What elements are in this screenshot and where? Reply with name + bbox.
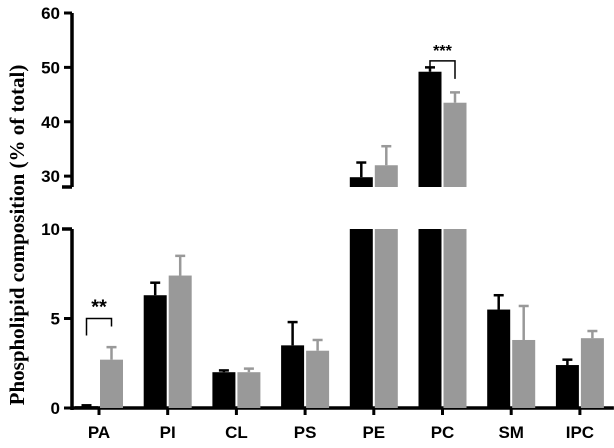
bar xyxy=(143,295,167,408)
y-tick-label: 0 xyxy=(51,399,60,418)
x-tick-label: PC xyxy=(431,423,455,442)
bar xyxy=(555,365,579,408)
y-tick-label: 5 xyxy=(51,310,60,329)
significance-bracket xyxy=(429,60,456,79)
bar xyxy=(512,339,536,408)
bar-upper-segment xyxy=(443,102,467,187)
y-tick-label: 60 xyxy=(41,4,60,23)
x-tick-label: PS xyxy=(294,423,317,442)
bar-upper-segment xyxy=(349,177,373,187)
bar xyxy=(306,350,330,408)
x-tick-label: PA xyxy=(88,423,110,442)
significance-label: ** xyxy=(91,297,107,319)
bar-upper-segment xyxy=(418,71,442,187)
bar xyxy=(487,309,511,408)
bar xyxy=(580,338,604,408)
significance-label: *** xyxy=(433,43,452,60)
y-tick-label: 10 xyxy=(41,220,60,239)
y-axis-label: Phospholipid composition (% of total) xyxy=(5,65,29,406)
bar xyxy=(281,345,305,408)
bar xyxy=(100,359,123,408)
bar xyxy=(237,372,261,408)
bar xyxy=(75,406,98,408)
y-tick-label: 40 xyxy=(41,113,60,132)
x-tick-label: CL xyxy=(225,423,248,442)
bar-lower-segment xyxy=(374,229,398,408)
bar-lower-segment xyxy=(418,229,442,408)
bar xyxy=(212,372,236,408)
x-tick-label: IPC xyxy=(566,423,594,442)
x-tick-label: PE xyxy=(362,423,385,442)
bar-upper-segment xyxy=(374,165,398,187)
significance-bracket xyxy=(85,317,113,336)
bar-lower-segment xyxy=(349,229,373,408)
y-tick-label: 30 xyxy=(41,167,60,186)
y-tick-label: 50 xyxy=(41,58,60,77)
x-tick-label: PI xyxy=(160,423,176,442)
bar xyxy=(168,275,192,408)
bar-lower-segment xyxy=(443,229,467,408)
x-tick-label: SM xyxy=(498,423,524,442)
